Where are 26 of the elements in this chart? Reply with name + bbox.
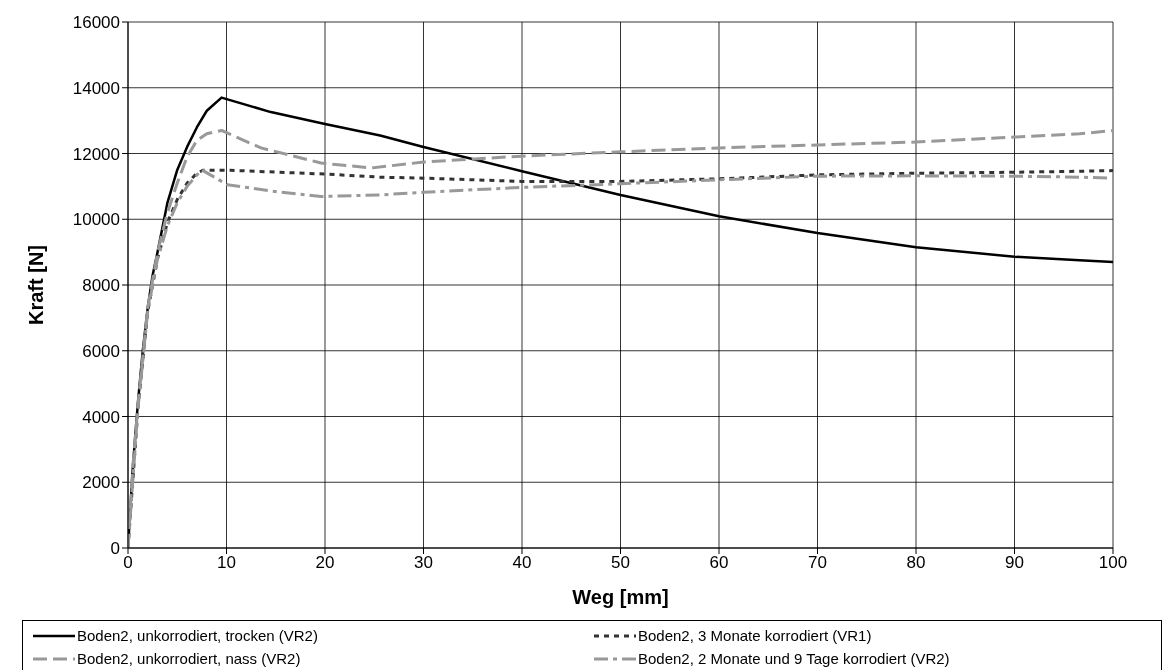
x-tick-label: 100 [1098,553,1128,573]
x-tick-label: 10 [217,553,236,573]
y-tick-label: 6000 [82,341,120,361]
x-tick-label: 90 [1005,553,1024,573]
x-tick-label: 20 [315,553,335,573]
y-tick-label: 0 [110,539,120,559]
legend-label: Boden2, 3 Monate korrodiert (VR1) [638,627,872,644]
x-tick-label: 50 [611,553,630,573]
y-tick-label: 8000 [82,276,120,296]
x-tick-label: 60 [709,553,729,573]
x-tick-label: 40 [512,553,532,573]
x-tick-label: 80 [906,553,926,573]
y-tick-label: 4000 [82,407,120,427]
y-tick-label: 16000 [72,13,120,33]
legend-label: Boden2, unkorrodiert, nass (VR2) [77,650,301,667]
x-tick-label: 70 [808,553,827,573]
x-tick-label: 0 [123,553,133,573]
y-tick-label: 2000 [82,473,120,493]
legend-label: Boden2, unkorrodiert, trocken (VR2) [77,627,318,644]
legend-label: Boden2, 2 Monate und 9 Tage korrodiert (VR2) [638,650,950,667]
x-tick-label: 30 [414,553,433,573]
y-axis-title: Kraft [N] [25,245,48,325]
y-tick-label: 14000 [72,78,120,98]
y-tick-label: 10000 [72,210,120,230]
y-tick-label: 12000 [72,144,120,164]
x-axis-title: Weg [mm] [572,586,669,608]
